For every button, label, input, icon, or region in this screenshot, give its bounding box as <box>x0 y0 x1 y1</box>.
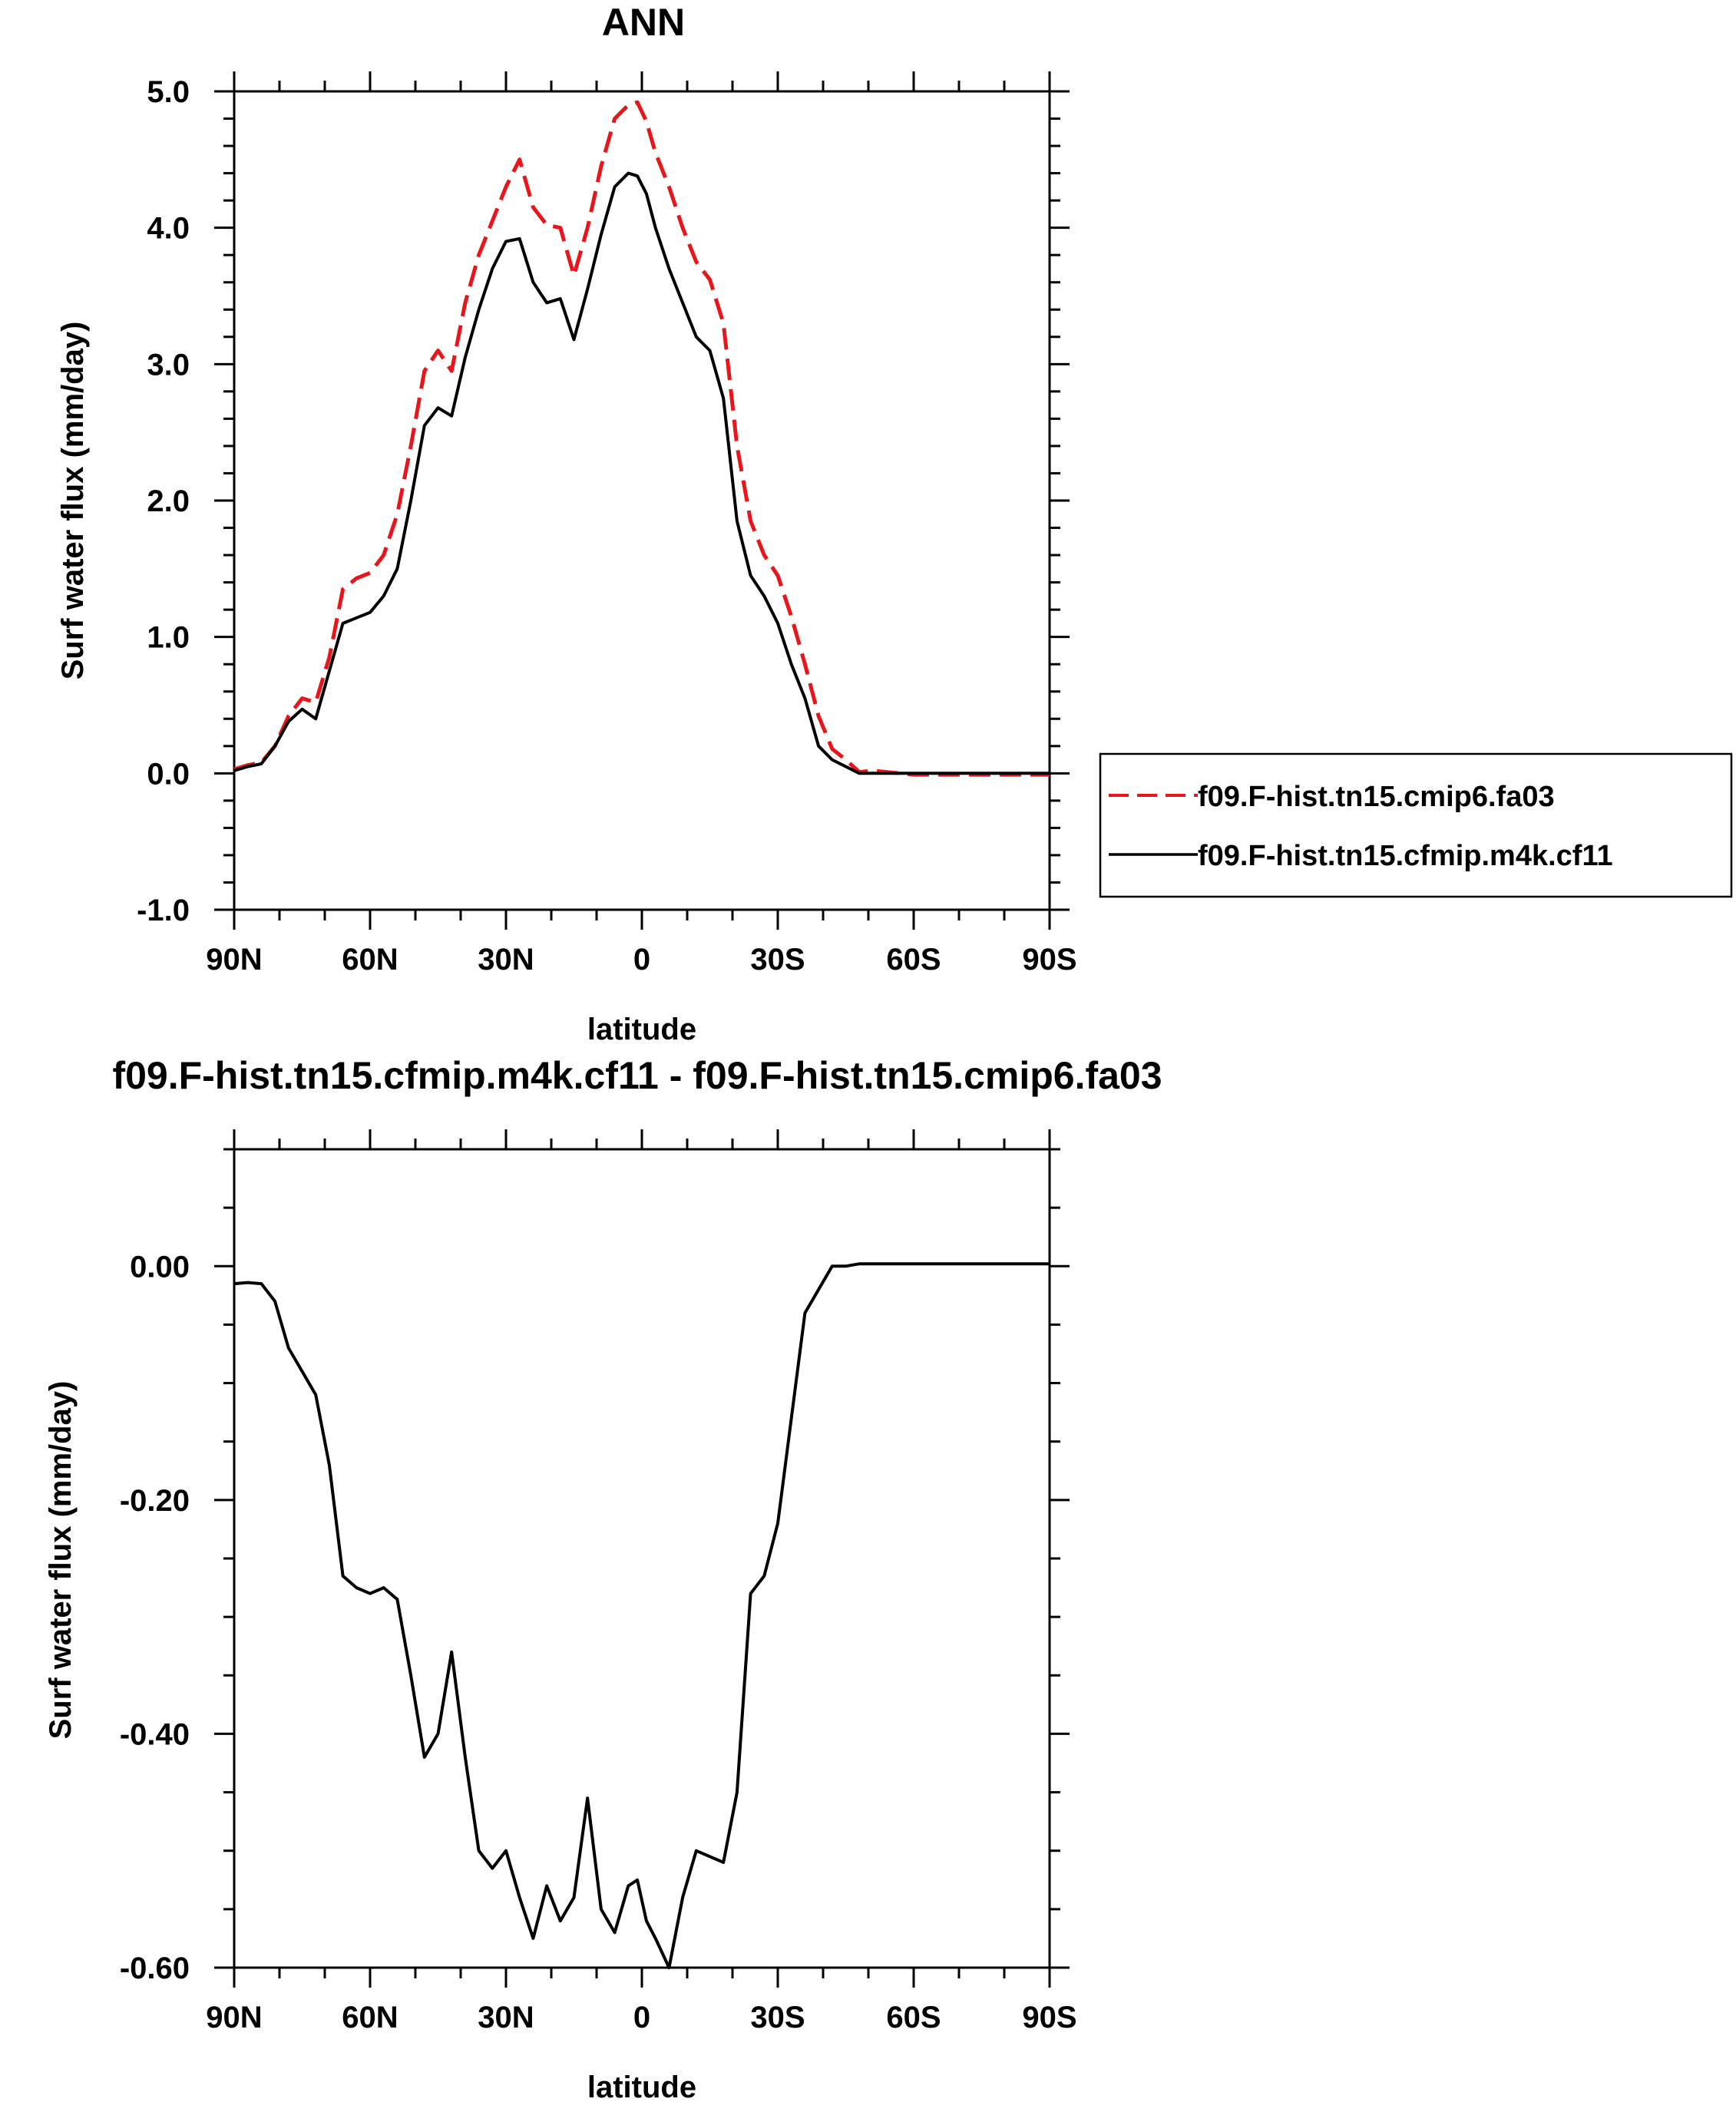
y-tick-label: 1.0 <box>147 621 190 655</box>
top-chart-x-tick-labels: 90N 60N 30N 0 30S 60S 90S <box>206 943 1076 977</box>
top-chart: ANN 90N 60N 30N 0 30S 60S 90S 5.0 4.0 3.0 2.0 1.0 0… <box>56 1 1077 1046</box>
y-tick-label: -1.0 <box>137 894 190 927</box>
x-tick-label: 30N <box>478 2001 534 2034</box>
y-tick-label: 5.0 <box>147 75 190 109</box>
x-tick-label: 60S <box>886 943 941 977</box>
top-plot-frame <box>233 90 1051 911</box>
y-tick-label: -0.60 <box>120 1952 190 1985</box>
x-tick-label: 90S <box>1022 2001 1076 2034</box>
x-tick-label: 90N <box>206 2001 262 2034</box>
y-tick-label: 2.0 <box>147 484 190 518</box>
legend: f09.F-hist.tn15.cmip6.fa03 f09.F-hist.tn… <box>1099 752 1733 898</box>
top-chart-x-axis-label: latitude <box>587 1013 696 1046</box>
x-tick-label: 60N <box>342 943 398 977</box>
x-tick-label: 0 <box>633 2001 650 2034</box>
x-tick-label: 0 <box>633 943 650 977</box>
top-chart-ticks <box>214 71 1070 930</box>
y-tick-label: 3.0 <box>147 348 190 382</box>
x-tick-label: 90N <box>206 943 262 977</box>
top-chart-y-axis-label: Surf water flux (mm/day) <box>56 322 90 680</box>
top-chart-series <box>233 100 1050 777</box>
bottom-chart: f09.F-hist.tn15.cfmip.m4k.cf11 - f09.F-h… <box>44 1054 1162 2102</box>
x-tick-label: 30N <box>478 943 534 977</box>
bottom-chart-series <box>233 1262 1050 1969</box>
series-line-cfmip-black <box>233 171 1050 775</box>
y-tick-label: 0.00 <box>130 1250 190 1284</box>
x-tick-label: 30S <box>750 2001 805 2034</box>
x-tick-label: 30S <box>750 943 805 977</box>
x-tick-label: 60S <box>886 2001 941 2034</box>
y-tick-label: 0.0 <box>147 757 190 791</box>
legend-label-cfmip: f09.F-hist.tn15.cfmip.m4k.cf11 <box>1198 840 1613 872</box>
x-tick-label: 90S <box>1022 943 1076 977</box>
y-tick-label: -0.20 <box>120 1484 190 1518</box>
bottom-chart-y-axis-label: Surf water flux (mm/day) <box>44 1381 78 1740</box>
legend-label-cmip6: f09.F-hist.tn15.cmip6.fa03 <box>1198 781 1555 813</box>
y-tick-label: -0.40 <box>120 1717 190 1751</box>
bottom-chart-ticks <box>214 1129 1070 1988</box>
top-chart-y-tick-labels: 5.0 4.0 3.0 2.0 1.0 0.0 -1.0 <box>137 75 190 927</box>
bottom-plot-frame <box>233 1148 1051 1969</box>
bottom-chart-x-tick-labels: 90N 60N 30N 0 30S 60S 90S <box>206 2001 1076 2034</box>
series-line-difference <box>233 1262 1050 1969</box>
legend-box <box>1099 752 1733 898</box>
bottom-chart-title: f09.F-hist.tn15.cfmip.m4k.cf11 - f09.F-h… <box>112 1054 1162 1097</box>
bottom-chart-y-tick-labels: 0.00 -0.20 -0.40 -0.60 <box>120 1250 190 1985</box>
x-tick-label: 60N <box>342 2001 398 2034</box>
series-line-cmip6-red <box>233 100 1050 777</box>
bottom-chart-x-axis-label: latitude <box>587 2071 696 2102</box>
top-chart-title: ANN <box>602 1 685 44</box>
y-tick-label: 4.0 <box>147 212 190 246</box>
